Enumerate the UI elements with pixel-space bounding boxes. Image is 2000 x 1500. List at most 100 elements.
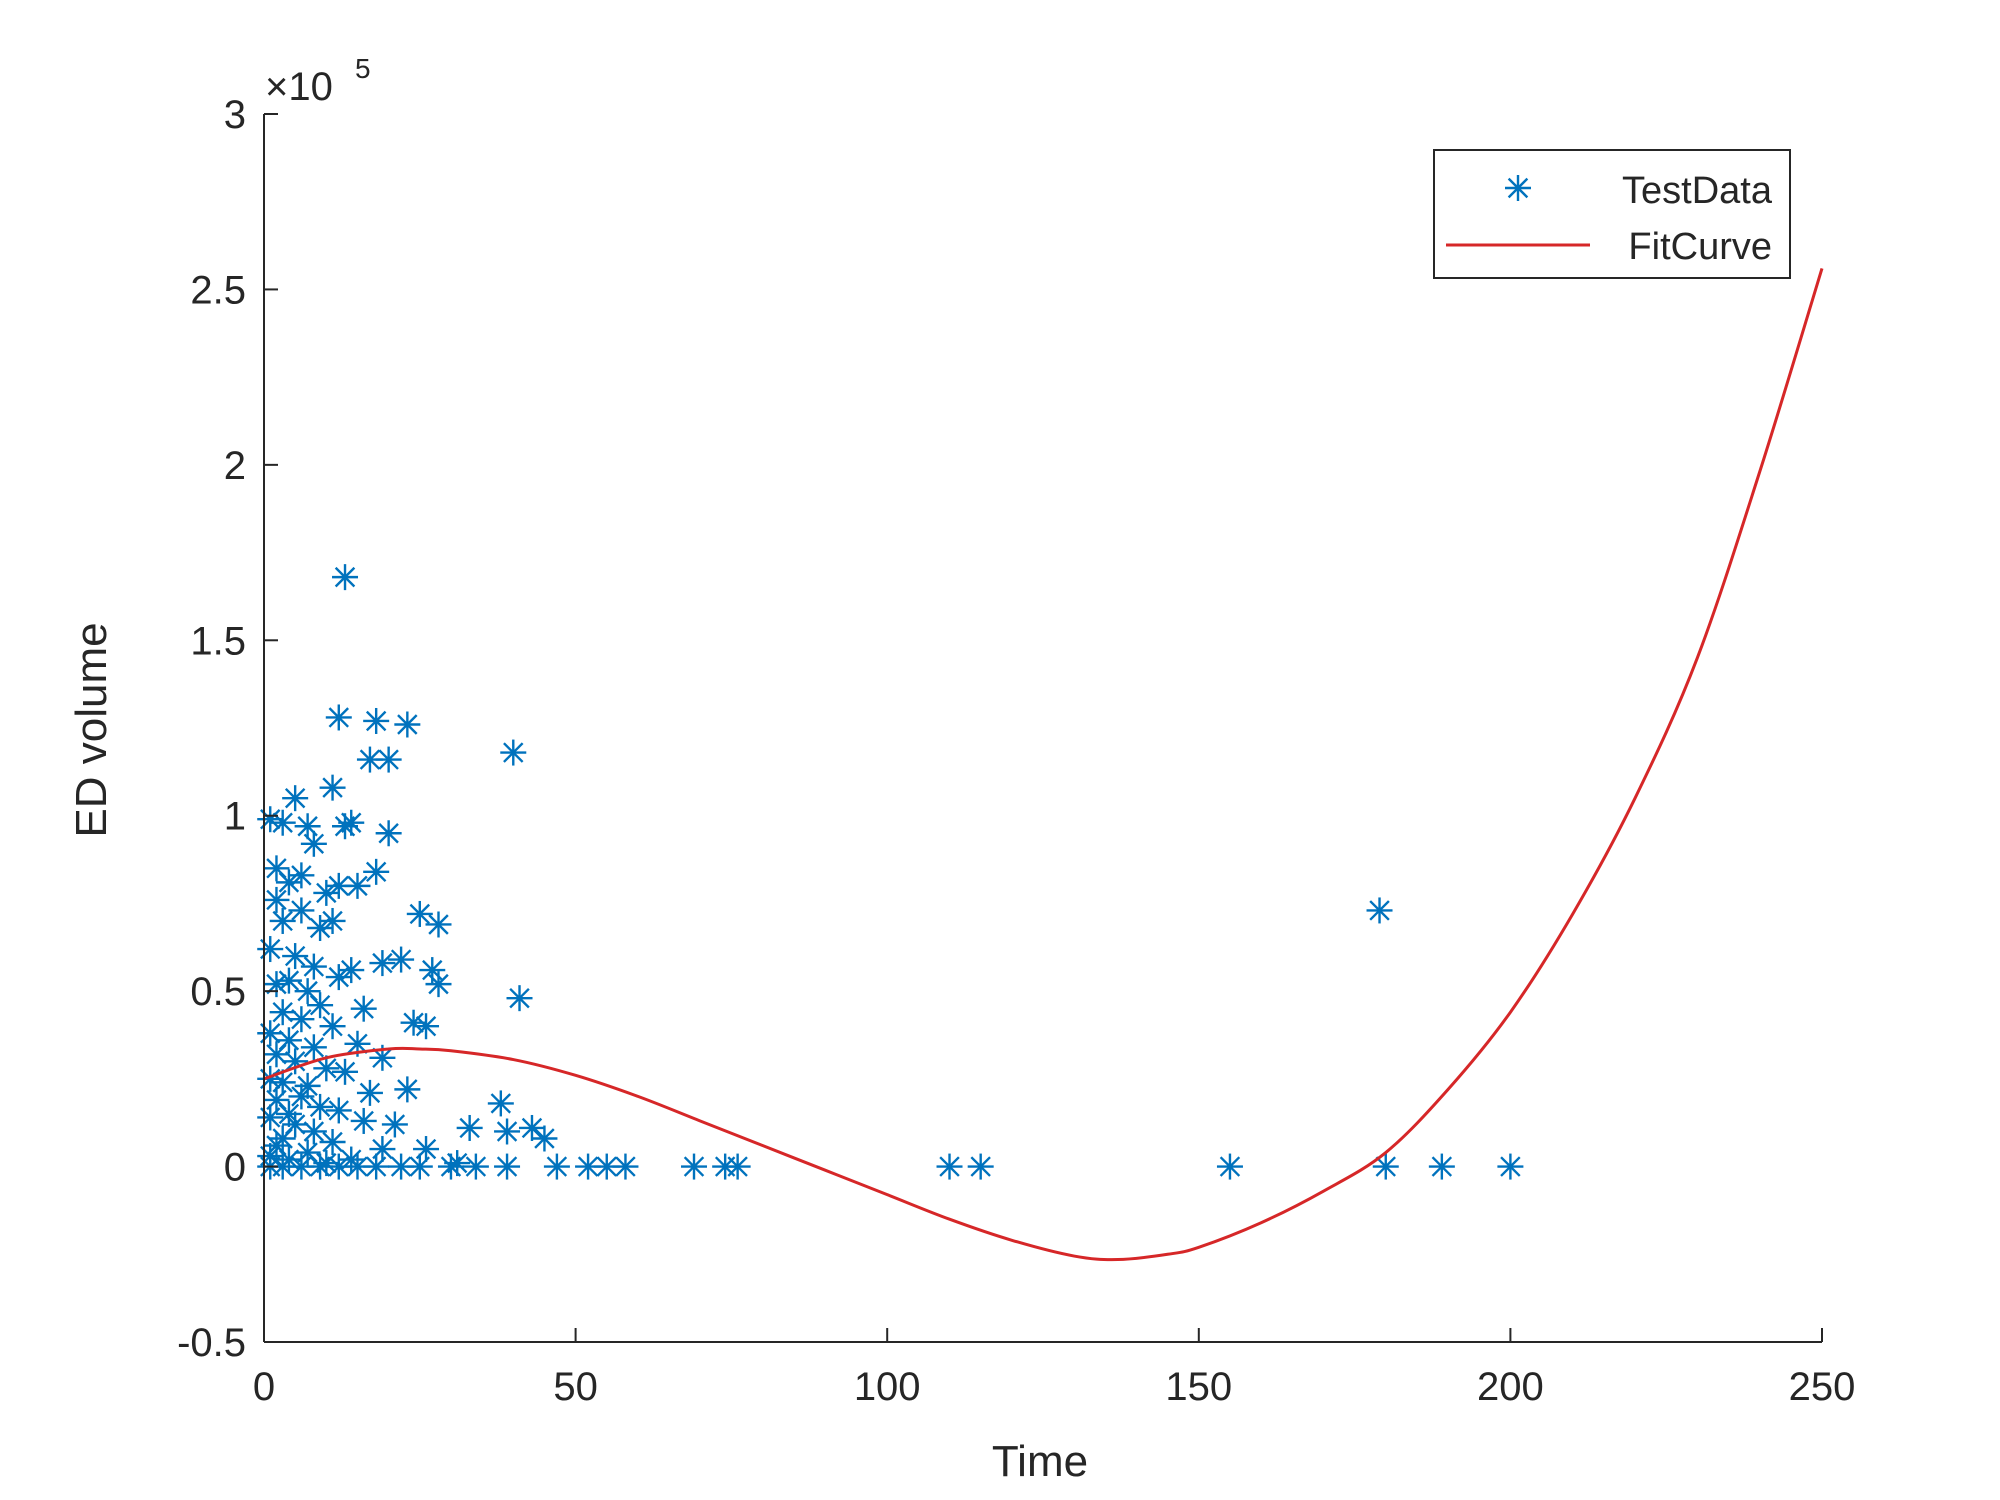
legend-marker-testdata	[1505, 175, 1531, 201]
series-fitcurve-line	[263, 267, 1824, 1262]
data-point	[356, 746, 383, 773]
data-point	[363, 858, 390, 885]
data-point	[1372, 1153, 1399, 1180]
data-point	[263, 1086, 290, 1113]
data-point	[724, 1153, 751, 1180]
y-tick-label: 3	[224, 93, 246, 137]
data-point	[494, 1153, 521, 1180]
data-point	[332, 564, 359, 591]
data-point	[967, 1153, 994, 1180]
x-tick-label: 100	[854, 1365, 921, 1409]
data-point	[681, 1153, 708, 1180]
data-point	[275, 869, 302, 896]
data-point	[936, 1153, 963, 1180]
data-point	[257, 1020, 284, 1047]
data-point	[344, 872, 371, 899]
data-point	[494, 1118, 521, 1145]
x-tick-label: 50	[553, 1365, 598, 1409]
data-point	[269, 999, 296, 1026]
data-point	[269, 809, 296, 836]
legend-entry-testdata: TestData	[1505, 170, 1773, 212]
data-point	[394, 1076, 421, 1103]
data-point	[375, 746, 402, 773]
data-point	[506, 985, 533, 1012]
data-point	[1366, 897, 1393, 924]
x-tick-label: 0	[253, 1365, 275, 1409]
data-point	[300, 1118, 327, 1145]
data-point	[332, 813, 359, 840]
data-point	[363, 1153, 390, 1180]
data-point	[319, 1013, 346, 1040]
data-point	[518, 1114, 545, 1141]
data-point	[1216, 1153, 1243, 1180]
data-point	[257, 936, 284, 963]
data-point	[425, 971, 452, 998]
y-exponent-base: ×10	[265, 65, 333, 109]
data-point	[338, 957, 365, 984]
data-point	[388, 946, 415, 973]
data-layer	[257, 267, 1824, 1262]
data-point	[300, 953, 327, 980]
data-point	[500, 739, 527, 766]
data-point	[282, 943, 309, 970]
data-point	[257, 1104, 284, 1131]
series-testdata	[257, 564, 1524, 1180]
data-point	[612, 1153, 639, 1180]
legend-label-fitcurve: FitCurve	[1628, 226, 1772, 268]
data-point	[350, 995, 377, 1022]
y-exponent-power: 5	[355, 53, 371, 84]
data-point	[319, 907, 346, 934]
data-point	[1428, 1153, 1455, 1180]
y-tick-label: 1	[224, 795, 246, 839]
data-point	[288, 897, 315, 924]
data-point	[381, 1111, 408, 1138]
data-point	[313, 1055, 340, 1082]
data-point	[263, 1041, 290, 1068]
legend-box	[1433, 149, 1791, 279]
data-point	[394, 711, 421, 738]
y-tick-label: 0	[224, 1146, 246, 1190]
y-tick-label: 2	[224, 444, 246, 488]
y-axis-label: ED volume	[67, 622, 116, 837]
legend-label-testdata: TestData	[1622, 170, 1773, 212]
data-point	[300, 1034, 327, 1061]
data-point	[325, 704, 352, 731]
data-point	[282, 785, 309, 812]
data-point	[350, 1107, 377, 1134]
data-point	[413, 1013, 440, 1040]
y-tick-label: -0.5	[177, 1321, 246, 1365]
data-point	[406, 900, 433, 927]
data-point	[263, 971, 290, 998]
data-point	[437, 1153, 464, 1180]
data-point	[332, 1058, 359, 1085]
data-point	[487, 1090, 514, 1117]
y-tick-label: 1.5	[190, 619, 246, 663]
data-point	[375, 820, 402, 847]
legend: TestData FitCurve	[1433, 149, 1791, 279]
data-point	[307, 1093, 334, 1120]
data-point	[543, 1153, 570, 1180]
data-point	[356, 1079, 383, 1106]
data-point	[456, 1114, 483, 1141]
x-tick-label: 250	[1789, 1365, 1856, 1409]
x-tick-label: 200	[1477, 1365, 1544, 1409]
data-point	[400, 1009, 427, 1036]
data-point	[307, 914, 334, 941]
legend-entry-fitcurve: FitCurve	[1446, 226, 1772, 268]
x-axis-label: Time	[992, 1437, 1088, 1486]
data-point	[413, 1136, 440, 1163]
data-point	[325, 964, 352, 991]
data-point	[325, 1153, 352, 1180]
data-point	[307, 1153, 334, 1180]
data-point	[294, 813, 321, 840]
data-point	[319, 1129, 346, 1156]
data-point	[307, 992, 334, 1019]
legend-asterisk	[1505, 175, 1531, 201]
data-point	[313, 879, 340, 906]
data-point	[294, 1072, 321, 1099]
data-point	[531, 1125, 558, 1152]
data-point	[263, 886, 290, 913]
y-exponent-label: ×10 5	[265, 53, 371, 109]
data-point	[406, 1153, 433, 1180]
